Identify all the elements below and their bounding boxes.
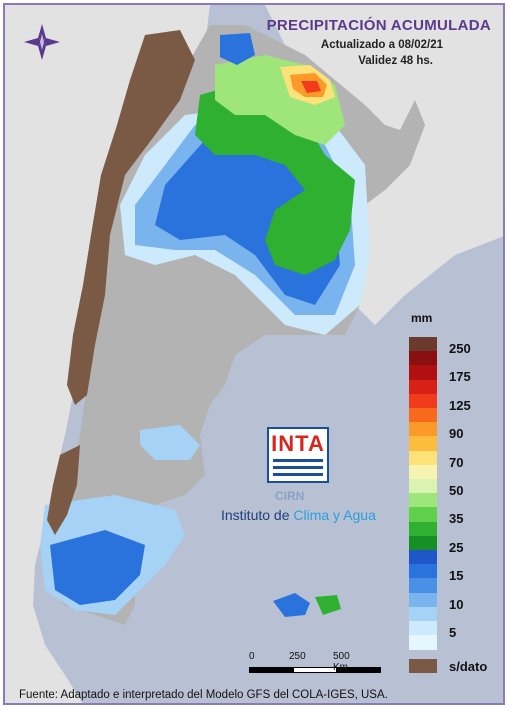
scale-label-250: 250 xyxy=(289,651,306,662)
malvinas-islands-green xyxy=(315,595,341,615)
compass-rose-icon xyxy=(24,24,60,60)
inta-logo-text: INTA xyxy=(271,431,325,456)
legend-swatch xyxy=(409,592,437,608)
legend-swatch xyxy=(409,351,437,366)
legend-swatch xyxy=(409,464,437,480)
legend-label: 250 xyxy=(449,341,471,356)
malvinas-islands xyxy=(273,593,310,617)
legend-swatch xyxy=(409,535,437,551)
nodata-label: s/dato xyxy=(449,659,488,674)
nodata-south xyxy=(47,445,80,535)
legend-label: 90 xyxy=(449,426,464,442)
map-title: PRECIPITACIÓN ACUMULADA xyxy=(266,17,491,34)
cirn-logo: CIRN xyxy=(275,489,305,503)
legend-swatch xyxy=(409,422,437,437)
legend-swatch xyxy=(409,578,437,594)
legend-label: 25 xyxy=(449,539,464,555)
rain-125mm-area xyxy=(301,81,321,93)
legend-swatch xyxy=(409,436,437,452)
legend-label: 15 xyxy=(449,568,464,584)
inta-logo: INTA xyxy=(267,427,329,483)
validity-text: Validez 48 hs. xyxy=(358,55,433,67)
legend-swatch xyxy=(409,521,437,537)
rain-15mm-north xyxy=(220,33,255,65)
legend-swatch xyxy=(409,635,437,650)
legend-swatch xyxy=(409,621,437,636)
legend-swatch xyxy=(409,379,437,395)
scale-label-0: 0 xyxy=(249,651,255,662)
legend-swatch xyxy=(409,365,437,381)
institute-name-b: Clima y Agua xyxy=(293,507,376,523)
legend-swatch xyxy=(409,606,437,622)
legend-label: 5 xyxy=(449,625,457,640)
legend-swatch xyxy=(409,564,437,579)
institute-name-a: Instituto de xyxy=(221,507,294,523)
legend-label: 50 xyxy=(449,483,464,498)
neighbor-land xyxy=(5,5,210,703)
updated-date: Actualizado a 08/02/21 xyxy=(320,39,443,51)
precipitation-map xyxy=(5,5,503,703)
source-footer: Fuente: Adaptado e interpretado del Mode… xyxy=(19,689,388,701)
legend-swatch xyxy=(409,337,437,352)
legend-label: 175 xyxy=(449,369,471,385)
legend-label: 10 xyxy=(449,596,464,612)
legend-swatch xyxy=(409,550,437,565)
legend-swatch xyxy=(409,450,437,466)
legend-swatch xyxy=(409,507,437,523)
rain-patagonia-heavy xyxy=(50,530,145,605)
legend-label: 35 xyxy=(449,511,464,527)
legend-swatch xyxy=(409,479,437,494)
legend-swatch xyxy=(409,493,437,508)
institute-name: Instituto de Clima y Agua xyxy=(221,507,376,523)
map-frame: PRECIPITACIÓN ACUMULADA Actualizado a 08… xyxy=(3,3,505,705)
legend-label: 70 xyxy=(449,454,464,470)
legend-unit: mm xyxy=(411,311,433,325)
legend-label: 125 xyxy=(449,397,471,413)
nodata-swatch xyxy=(409,659,437,673)
rain-25mm-area xyxy=(195,85,355,275)
legend-swatch xyxy=(409,393,437,409)
rain-central-light xyxy=(140,425,200,460)
nodata-andes xyxy=(67,30,195,405)
legend-swatch xyxy=(409,408,437,423)
scale-label-500: 500 Km xyxy=(333,651,350,673)
